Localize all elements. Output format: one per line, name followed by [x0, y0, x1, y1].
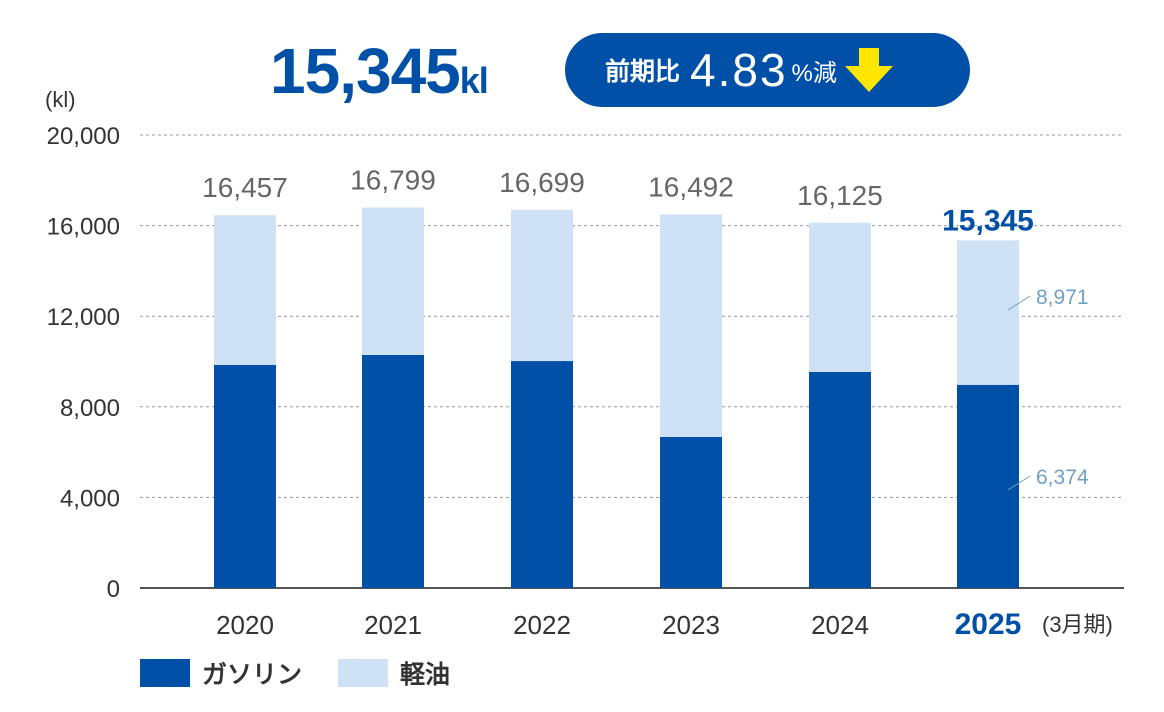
- change-prefix: 前期比: [605, 58, 681, 86]
- bar-gasoline: [957, 384, 1019, 588]
- annotation-leader: [1007, 475, 1031, 491]
- bar-gasoline: [660, 436, 722, 588]
- segment-value-label: 6,374: [1036, 466, 1089, 489]
- total-label: 15,345: [942, 204, 1034, 237]
- total-label: 16,492: [648, 171, 734, 202]
- y-tick-label: 20,000: [47, 123, 120, 150]
- change-suffix: %減: [791, 59, 837, 87]
- legend-swatch-diesel: [338, 659, 389, 687]
- bar-diesel: [362, 207, 424, 355]
- bar-gasoline: [511, 361, 573, 588]
- x-tick-label: 2023: [662, 610, 720, 640]
- y-tick-label: 0: [107, 576, 120, 603]
- bar-diesel: [660, 214, 722, 437]
- bar-diesel: [809, 222, 871, 372]
- bar-gasoline: [214, 364, 276, 588]
- total-label: 16,799: [350, 165, 436, 196]
- change-value: 4.83: [690, 44, 788, 96]
- legend-label-gasoline: ガソリン: [202, 661, 303, 689]
- x-tick-label: 2025: [955, 608, 1022, 641]
- bar-gasoline: [362, 354, 424, 588]
- y-tick-label: 12,000: [47, 304, 120, 331]
- x-tick-label: 2022: [513, 610, 571, 640]
- legend: ガソリン 軽油: [140, 655, 450, 691]
- legend-swatch-gasoline: [140, 659, 190, 687]
- total-unit: kl: [459, 60, 489, 101]
- total-label: 16,457: [202, 172, 288, 203]
- x-tick-label: 2020: [216, 610, 274, 640]
- x-category-suffix: (3月期): [1042, 612, 1113, 637]
- bar-gasoline: [809, 371, 871, 588]
- y-tick-label: 8,000: [60, 395, 120, 422]
- change-badge: 前期比 4.83 %減: [565, 33, 970, 107]
- total-headline: 15,345kl: [270, 34, 489, 108]
- bar-diesel: [511, 209, 573, 362]
- annotation-leader: [1007, 295, 1031, 311]
- bar-diesel: [957, 240, 1019, 385]
- total-label: 16,699: [499, 167, 585, 198]
- x-tick-label: 2021: [364, 610, 422, 640]
- y-tick-label: 4,000: [60, 485, 120, 512]
- x-tick-label: 2024: [811, 610, 869, 640]
- legend-label-diesel: 軽油: [400, 661, 451, 689]
- y-axis-label: (kl): [45, 87, 76, 112]
- total-label: 16,125: [797, 180, 883, 211]
- bar-diesel: [214, 215, 276, 365]
- total-value: 15,345: [270, 35, 461, 107]
- arrow-down-icon: [844, 48, 893, 92]
- y-tick-label: 16,000: [47, 214, 120, 241]
- segment-value-label: 8,971: [1036, 286, 1089, 309]
